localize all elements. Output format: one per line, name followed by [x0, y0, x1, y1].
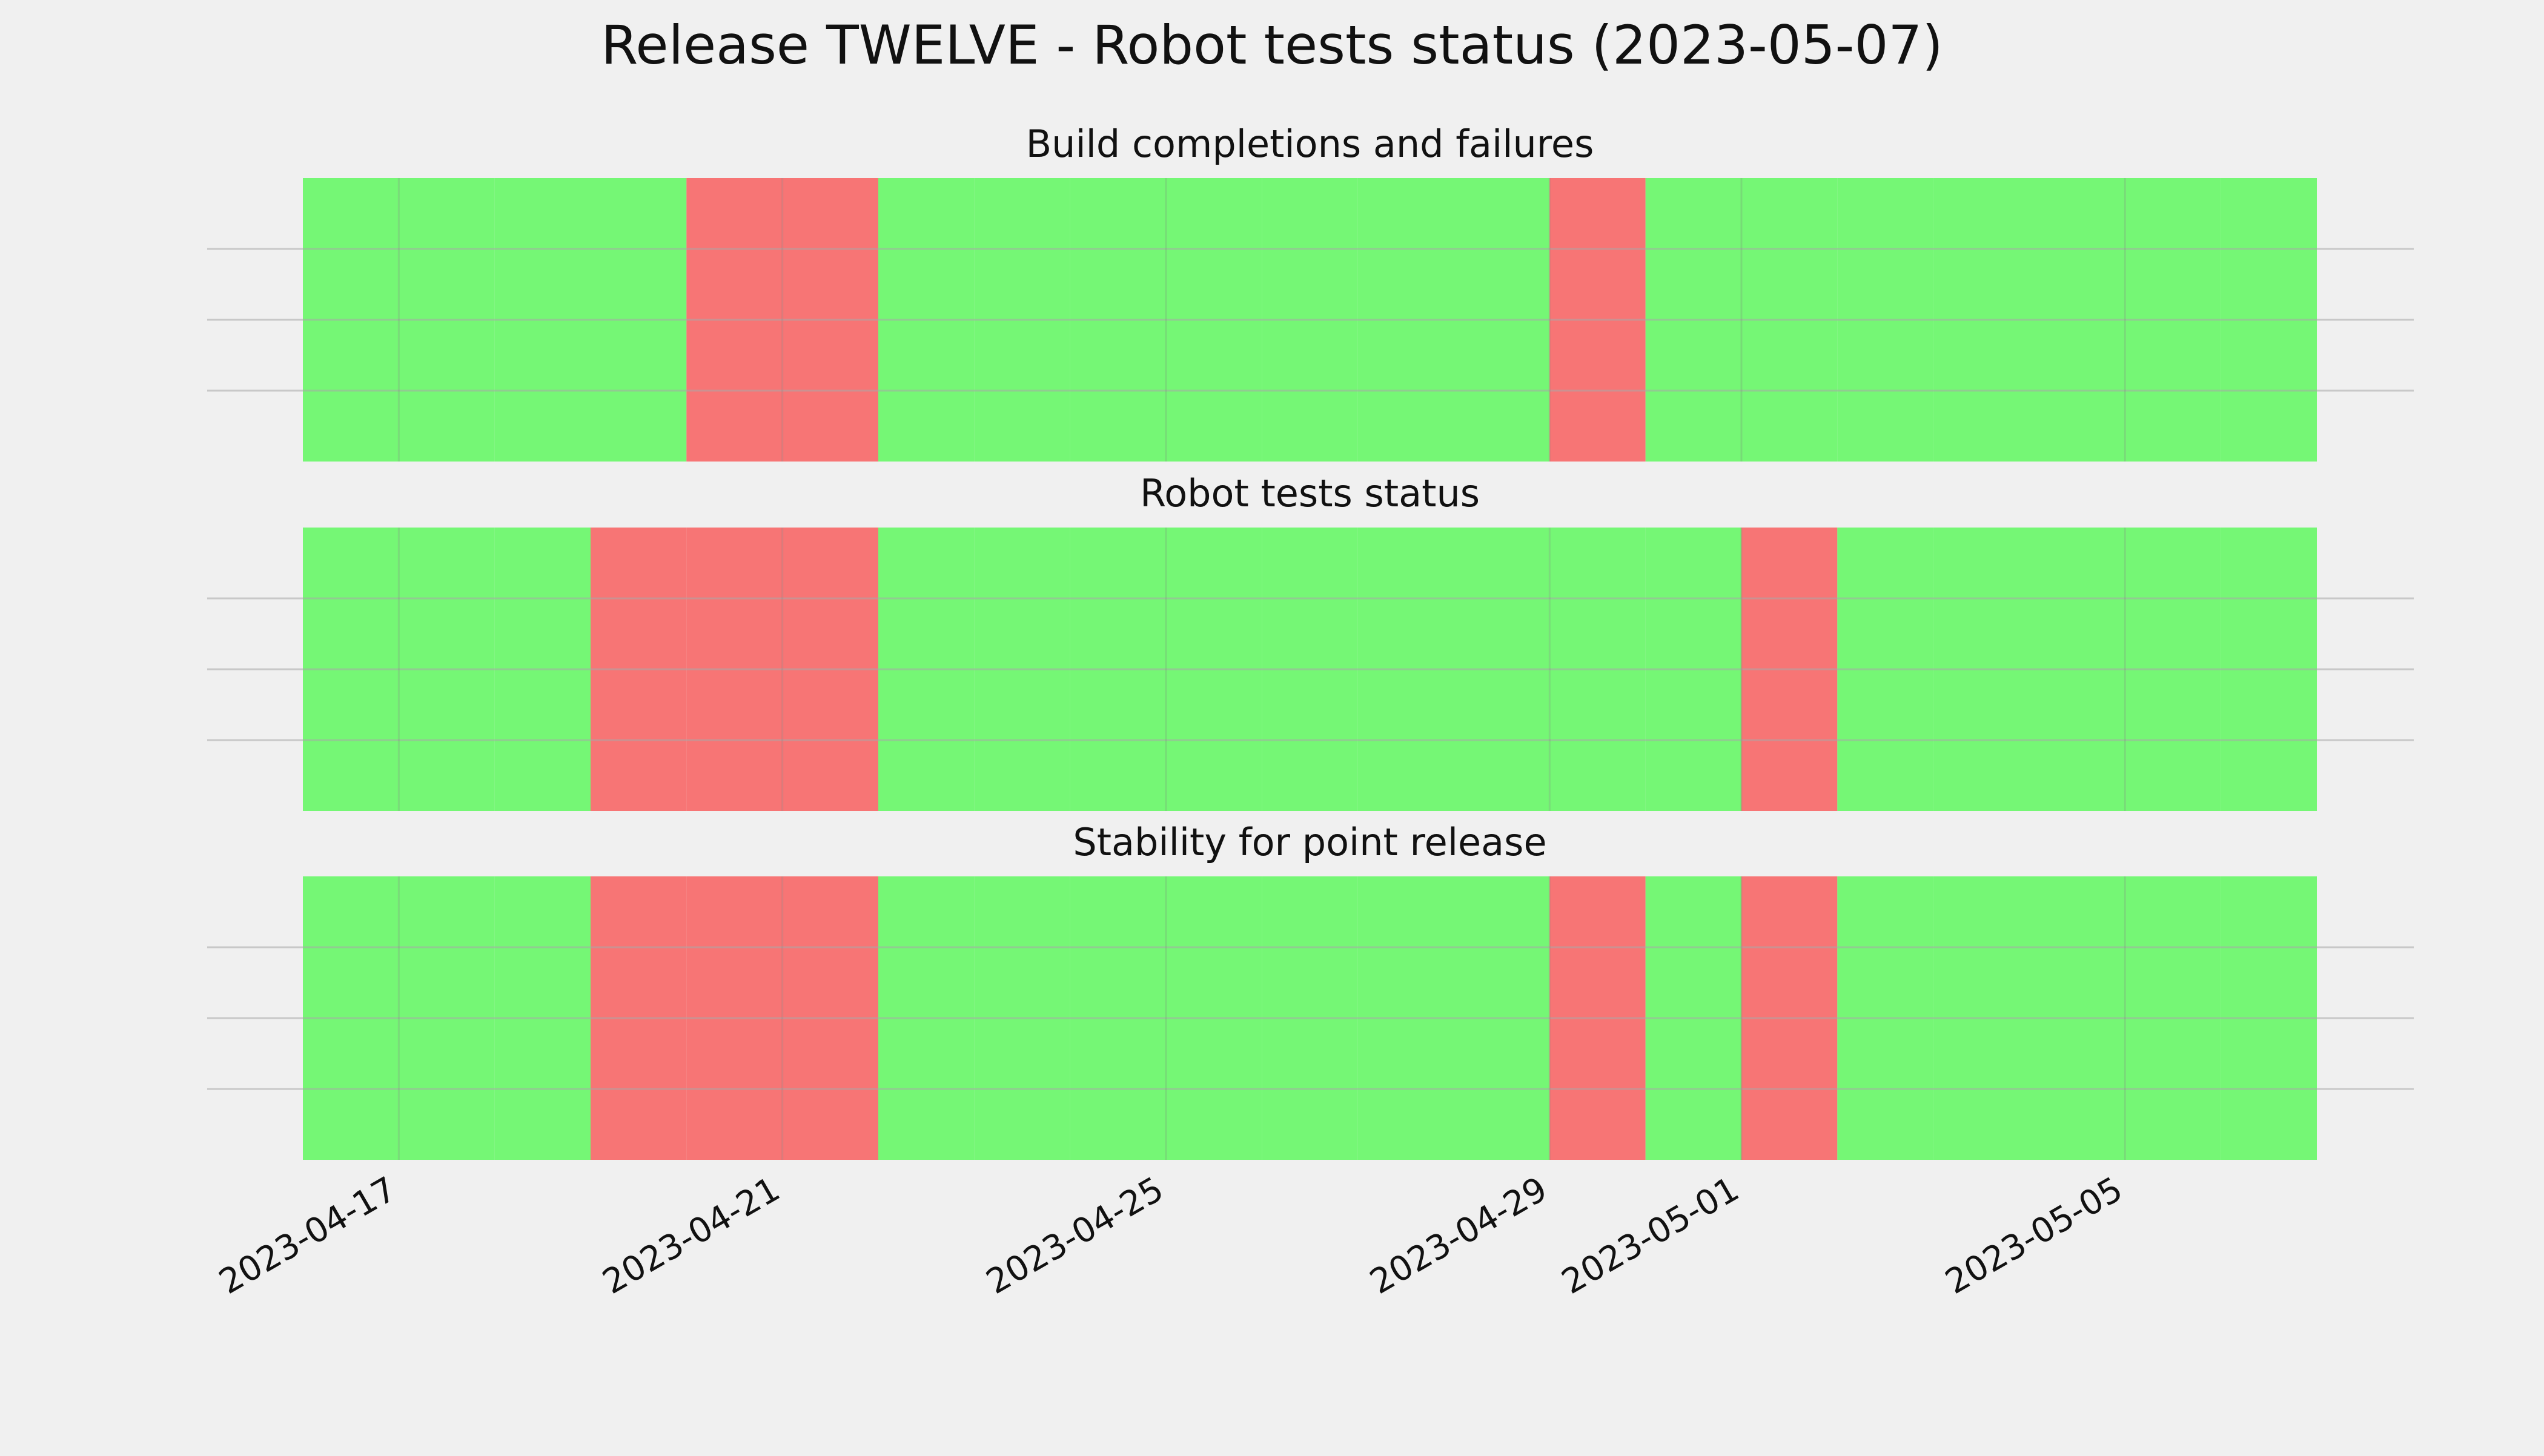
x-tick-label: 2023-05-01 — [1555, 1170, 1746, 1302]
x-tick-label: 2023-05-05 — [1939, 1170, 2129, 1302]
x-tick-label: 2023-04-17 — [213, 1170, 403, 1302]
panel-title: Stability for point release — [1073, 820, 1546, 864]
x-tick-label: 2023-04-29 — [1363, 1170, 1554, 1302]
panel-title: Build completions and failures — [1026, 122, 1594, 166]
x-tick-label: 2023-04-21 — [596, 1170, 786, 1302]
x-tick-label: 2023-04-25 — [980, 1170, 1170, 1302]
panel-title: Robot tests status — [1140, 471, 1480, 515]
chart-title: Release TWELVE - Robot tests status (202… — [601, 14, 1943, 76]
